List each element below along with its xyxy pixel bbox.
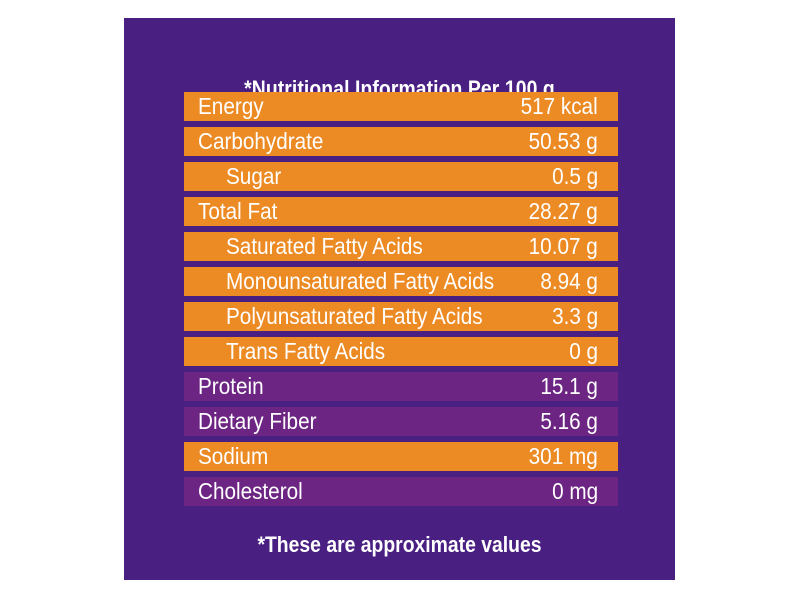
row-value: 10.07 g [528, 233, 598, 259]
row-label: Total Fat [198, 198, 278, 224]
row-monounsaturated-fatty-acids: Monounsaturated Fatty Acids 8.94 g [184, 267, 618, 296]
row-label: Protein [198, 373, 264, 399]
row-value: 15.1 g [540, 373, 598, 399]
row-energy: Energy 517 kcal [184, 92, 618, 121]
row-saturated-fatty-acids: Saturated Fatty Acids 10.07 g [184, 232, 618, 261]
row-value: 0 mg [551, 478, 598, 504]
row-value: 3.3 g [551, 303, 598, 329]
row-label: Sodium [198, 443, 269, 469]
row-sodium: Sodium 301 mg [184, 442, 618, 471]
row-label: Sugar [226, 163, 282, 189]
row-value: 5.16 g [540, 408, 598, 434]
row-label: Saturated Fatty Acids [226, 233, 423, 259]
row-value: 517 kcal [520, 93, 598, 119]
row-cholesterol: Cholesterol 0 mg [184, 477, 618, 506]
row-label: Monounsaturated Fatty Acids [226, 268, 495, 294]
row-sugar: Sugar 0.5 g [184, 162, 618, 191]
row-carbohydrate: Carbohydrate 50.53 g [184, 127, 618, 156]
row-value: 0 g [569, 338, 598, 364]
row-trans-fatty-acids: Trans Fatty Acids 0 g [184, 337, 618, 366]
row-label: Polyunsaturated Fatty Acids [226, 303, 483, 329]
row-value: 301 mg [528, 443, 598, 469]
row-value: 50.53 g [528, 128, 598, 154]
row-polyunsaturated-fatty-acids: Polyunsaturated Fatty Acids 3.3 g [184, 302, 618, 331]
row-dietary-fiber: Dietary Fiber 5.16 g [184, 407, 618, 436]
row-total-fat: Total Fat 28.27 g [184, 197, 618, 226]
row-label: Cholesterol [198, 478, 303, 504]
nutrition-footnote: *These are approximate values [257, 532, 542, 557]
row-label: Dietary Fiber [198, 408, 317, 434]
row-value: 0.5 g [551, 163, 598, 189]
row-label: Carbohydrate [198, 128, 324, 154]
nutrition-table: Energy 517 kcal Carbohydrate 50.53 g Sug… [184, 92, 618, 512]
row-value: 8.94 g [540, 268, 598, 294]
row-label: Energy [198, 93, 264, 119]
row-label: Trans Fatty Acids [226, 338, 386, 364]
row-protein: Protein 15.1 g [184, 372, 618, 401]
row-value: 28.27 g [528, 198, 598, 224]
